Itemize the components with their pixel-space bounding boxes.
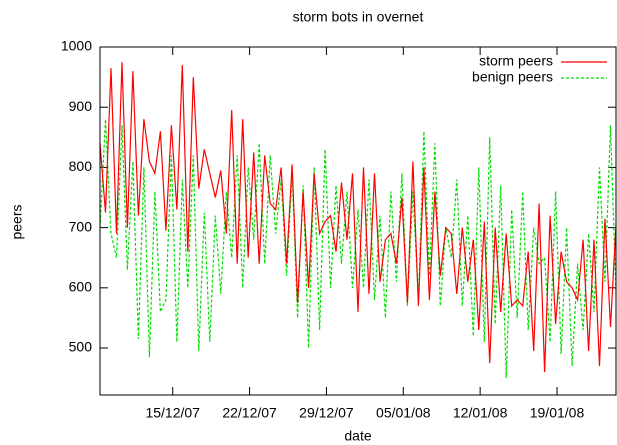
y-tick-label: 500 [69,339,93,355]
y-tick-label: 600 [69,279,93,295]
y-tick-label: 700 [69,218,93,234]
x-tick-label: 29/12/07 [299,405,354,421]
y-tick-label: 900 [69,98,93,114]
x-tick-label: 22/12/07 [222,405,277,421]
y-tick-label: 800 [69,158,93,174]
x-axis-label: date [344,428,371,444]
x-tick-label: 19/01/08 [530,405,585,421]
legend-label: benign peers [472,69,553,85]
x-tick-label: 12/01/08 [453,405,508,421]
series-line [99,62,617,373]
y-axis-label: peers [9,204,25,239]
y-tick-label: 1000 [61,38,92,54]
chart-title: storm bots in overnet [293,9,424,25]
plot-border [99,46,617,396]
legend-label: storm peers [479,53,553,69]
x-tick-label: 05/01/08 [376,405,431,421]
x-tick-label: 15/12/07 [145,405,200,421]
series-line [99,119,617,379]
